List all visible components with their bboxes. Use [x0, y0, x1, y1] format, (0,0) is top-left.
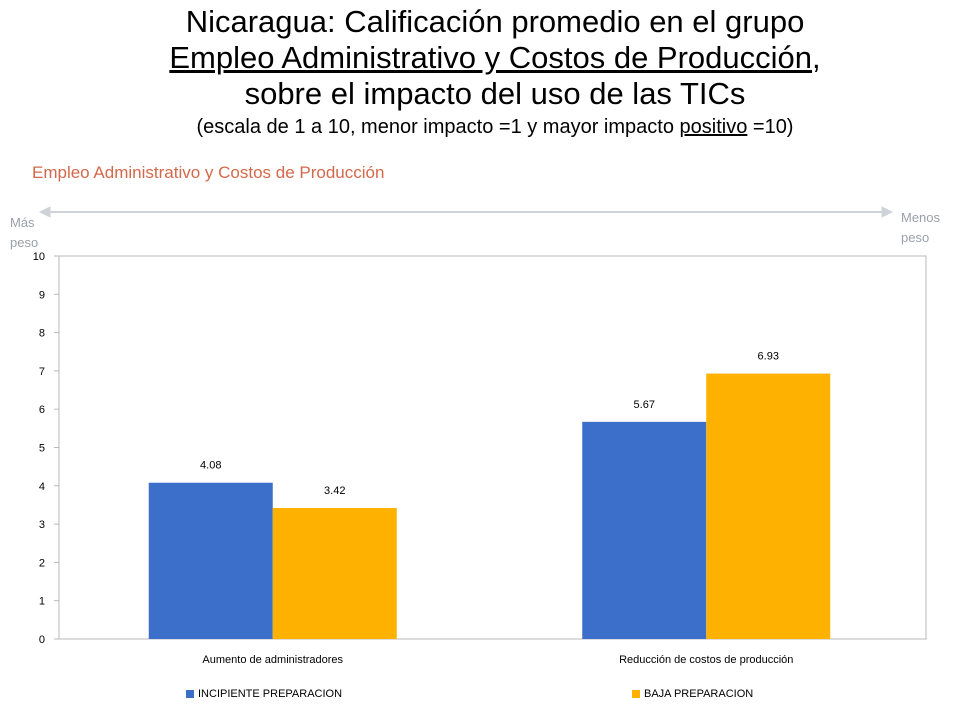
bar	[272, 508, 397, 639]
bar	[582, 421, 707, 639]
title-underlined-group: Empleo Administrativo y Costos de Produc…	[169, 40, 813, 75]
y-tick-label: 3	[39, 519, 45, 531]
more-weight-label: Más peso	[10, 215, 39, 250]
subtitle-prefix: (escala de 1 a 10, menor impacto =1 y ma…	[196, 116, 680, 138]
legend-item-incipiente: INCIPIENTE PREPARACION	[186, 688, 342, 700]
data-label: 4.08	[200, 460, 221, 472]
x-axis: Aumento de administradores Reducción de c…	[202, 654, 793, 666]
title-line-1: Nicaragua: Calificación promedio en el g…	[185, 4, 805, 39]
y-tick-label: 5	[39, 443, 45, 455]
y-tick-label: 1	[39, 596, 45, 608]
y-tick-label: 8	[39, 328, 45, 340]
title-line-3: sobre el impacto del uso de las TICs	[244, 76, 746, 111]
bars: 4.08 3.42 5.67 6.93	[148, 351, 831, 639]
x-category-label: Aumento de administradores	[202, 654, 343, 666]
bar	[706, 373, 831, 639]
y-tick-label: 9	[39, 289, 45, 301]
bar	[148, 482, 273, 639]
y-tick-label: 4	[39, 481, 45, 493]
chart-title: Empleo Administrativo y Costos de Produc…	[32, 163, 385, 182]
subtitle-suffix: =10)	[747, 116, 794, 138]
weight-arrow	[38, 206, 894, 218]
title-line-2-suffix: ,	[812, 40, 821, 75]
legend-item-baja: BAJA PREPARACION	[632, 688, 753, 700]
legend-label-incipiente: INCIPIENTE PREPARACION	[198, 688, 343, 700]
legend-swatch-incipiente	[186, 690, 194, 698]
y-axis: 0 1 2 3 4 5 6 7 8 9 10	[33, 251, 59, 646]
x-category-label: Reducción de costos de producción	[619, 654, 793, 666]
y-tick-label: 10	[33, 251, 45, 263]
data-label: 5.67	[634, 399, 655, 411]
less-weight-label: Menos peso	[901, 210, 941, 245]
data-label: 3.42	[324, 485, 345, 497]
y-tick-label: 7	[39, 366, 45, 378]
subtitle-underlined: positivo	[679, 116, 748, 138]
legend-label-baja: BAJA PREPARACION	[644, 688, 754, 700]
slide-title: Nicaragua: Calificación promedio en el g…	[0, 4, 960, 140]
slide-subtitle: (escala de 1 a 10, menor impacto =1 y ma…	[0, 114, 960, 140]
y-tick-label: 0	[39, 634, 45, 646]
legend-swatch-baja	[632, 690, 640, 698]
data-label: 6.93	[758, 351, 779, 363]
y-tick-label: 6	[39, 404, 45, 416]
y-tick-label: 2	[39, 557, 45, 569]
title-line-2: Empleo Administrativo y Costos de Produc…	[0, 40, 960, 76]
